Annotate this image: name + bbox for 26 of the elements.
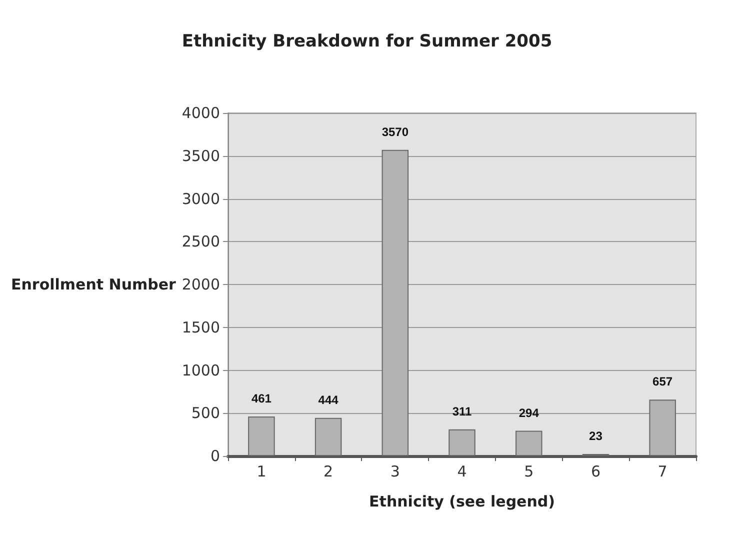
- data-label: 444: [318, 392, 339, 407]
- x-tick-label: 6: [590, 462, 600, 480]
- y-tick-label: 1500: [182, 318, 220, 336]
- y-tick-label: 1000: [182, 361, 220, 380]
- x-tick-label: 1: [256, 462, 266, 480]
- y-tick-label: 3500: [182, 146, 220, 165]
- x-tick-label: 4: [457, 462, 467, 480]
- x-tick-label: 3: [390, 462, 400, 480]
- x-tick-label: 2: [324, 462, 334, 480]
- x-tick-label: 7: [658, 462, 668, 480]
- y-tick-label: 500: [191, 404, 220, 422]
- y-tick-label: 2000: [182, 276, 220, 294]
- x-tick-label: 5: [524, 462, 534, 480]
- y-tick-label: 3000: [182, 190, 220, 208]
- data-label: 311: [452, 404, 472, 418]
- y-tick-label: 2500: [182, 232, 220, 251]
- data-label: 657: [652, 374, 673, 389]
- data-label: 294: [518, 406, 540, 420]
- data-label: 3570: [382, 124, 409, 139]
- x-axis-title: Ethnicity (see legend): [369, 492, 556, 510]
- y-axis-title: Enrollment Number: [10, 276, 177, 294]
- data-label: 23: [589, 429, 603, 444]
- data-label: 461: [251, 391, 272, 406]
- chart-title: Ethnicity Breakdown for Summer 2005: [182, 32, 552, 52]
- y-tick-label: 4000: [182, 104, 220, 122]
- y-tick-label: 0: [210, 447, 220, 465]
